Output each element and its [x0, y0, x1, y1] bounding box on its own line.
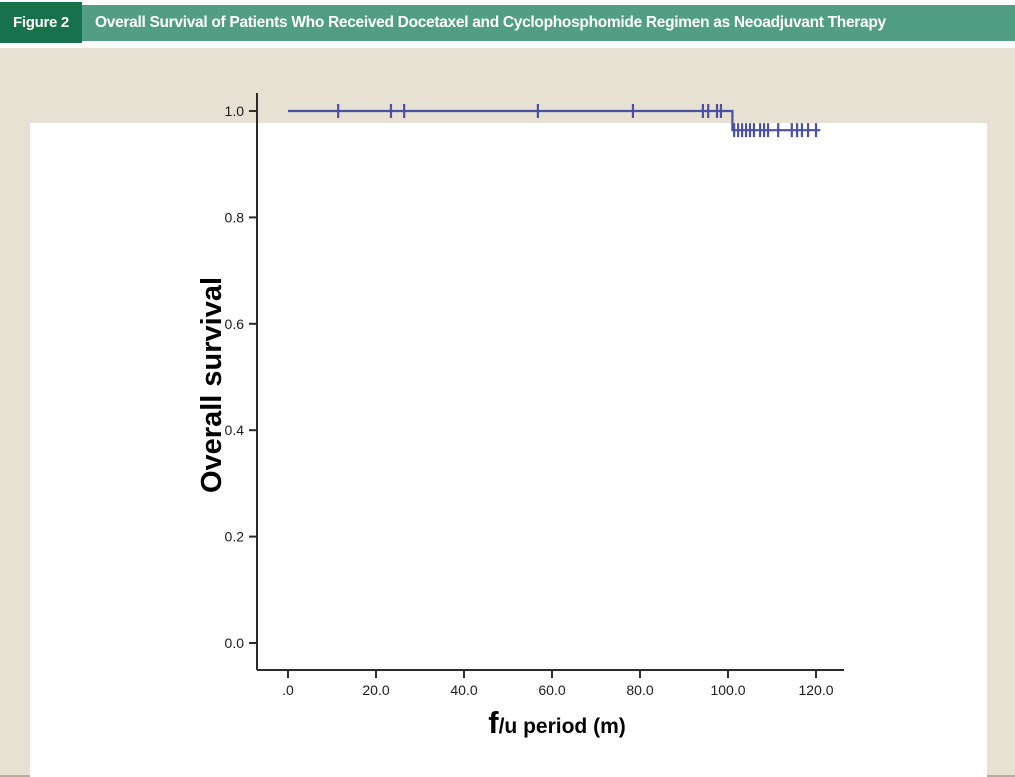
- y-axis-title: Overall survival: [196, 277, 228, 493]
- figure-number-label: Figure 2: [13, 14, 69, 31]
- y-tick-label: 0.4: [225, 422, 245, 438]
- x-tick-label: 80.0: [626, 682, 653, 698]
- x-tick-label: 60.0: [538, 682, 565, 698]
- y-tick-label: 0.8: [225, 209, 245, 225]
- x-axis-title: f/u period (m): [488, 705, 626, 740]
- y-tick-group: 1.0 0.8 0.6 0.4 0.2 0.0: [225, 103, 257, 651]
- x-tick-label: 120.0: [798, 682, 833, 698]
- figure-header: Overall Survival of Patients Who Receive…: [0, 0, 1015, 48]
- x-tick-label: 20.0: [362, 682, 389, 698]
- figure-number-badge: Figure 2: [0, 2, 82, 43]
- x-tick-label: 40.0: [450, 682, 477, 698]
- x-tick-group: .0 20.0 40.0 60.0 80.0 100.0 120.0: [282, 670, 834, 698]
- survival-curve: [288, 109, 821, 132]
- figure-title-bar: Overall Survival of Patients Who Receive…: [82, 5, 1015, 41]
- y-tick-label: 0.0: [225, 635, 245, 651]
- y-tick-label: 1.0: [225, 103, 245, 119]
- figure-title: Overall Survival of Patients Who Receive…: [95, 14, 886, 31]
- x-tick-label: .0: [282, 682, 294, 698]
- chart-card: [30, 123, 987, 777]
- y-tick-label: 0.2: [225, 529, 245, 545]
- y-tick-label: 0.6: [225, 316, 245, 332]
- figure-body-panel: [0, 48, 1015, 777]
- axes: [256, 93, 844, 671]
- x-tick-label: 100.0: [710, 682, 745, 698]
- censor-marks: [337, 104, 818, 138]
